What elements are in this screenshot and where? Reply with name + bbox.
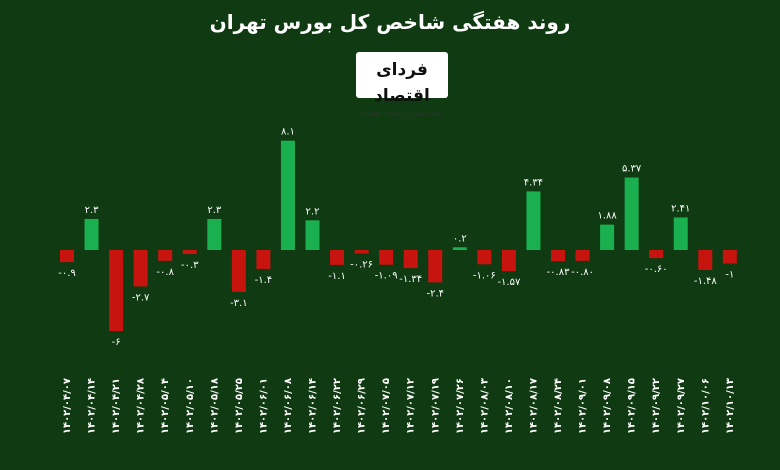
x-tick-label: ۱۴۰۲/۰۴/۱۴ [87,378,98,434]
x-tick-label: ۱۴۰۲/۱۰/۱۳ [725,378,736,434]
x-tick-label: ۱۴۰۲/۰۹/۲۷ [676,378,687,434]
bar [428,250,443,283]
bar [477,250,492,265]
bar [600,224,615,250]
x-tick-label: ۱۴۰۲/۰۶/۱۴ [308,378,319,434]
bar [403,250,418,269]
value-label: -۱.۳۴ [399,274,422,285]
x-tick-label: ۱۴۰۲/۰۵/۰۴ [160,378,171,434]
bar [354,250,369,254]
value-label: -۰.۹ [58,268,76,279]
bar [182,250,197,255]
value-label: ۲.۳ [85,205,100,216]
value-label: ۸.۱ [281,127,295,138]
x-tick-label: ۱۴۰۲/۰۷/۱۲ [406,378,417,434]
value-label: -۲.۷ [132,292,150,303]
value-label: -۰.۳ [181,260,199,271]
bar [305,220,320,250]
x-tick-label: ۱۴۰۲/۰۴/۰۷ [62,378,73,434]
x-tick-label: ۱۴۰۲/۰۸/۰۳ [479,378,490,434]
value-label: ۲.۴۱ [671,203,690,214]
x-tick-label: ۱۴۰۲/۰۷/۰۵ [381,378,392,434]
logo-tagline: رسانه تصویری روندهای اقتصادی [361,110,443,117]
x-tick-label: ۱۴۰۲/۰۵/۲۵ [234,378,245,434]
x-tick-label: ۱۴۰۲/۰۹/۰۱ [578,378,589,434]
x-tick-label: ۱۴۰۲/۰۹/۰۸ [602,378,613,434]
bar [551,250,565,262]
value-label: -۶ [112,337,121,348]
bar [452,247,467,250]
bar [698,250,713,270]
bar [330,250,345,265]
value-label: -۱.۰۶ [473,270,496,281]
x-tick-label: ۱۴۰۲/۰۶/۲۲ [332,378,343,434]
bar [109,250,124,331]
value-label: -۱.۴۸ [694,276,718,287]
chart-title: روند هفتگی شاخص کل بورس تهران [209,10,571,34]
x-tick-label: ۱۴۰۲/۰۶/۲۹ [357,378,368,434]
bar [84,218,99,250]
logo-text: فردای اقتصاد [374,60,430,106]
value-label: -۰.۸ [156,267,174,278]
x-tick-label: ۱۴۰۲/۰۷/۱۹ [430,378,441,434]
value-label: -۳.۱ [230,298,248,309]
value-label: ۱.۸۸ [597,211,617,222]
bar [501,250,516,272]
x-tick-label: ۱۴۰۲/۰۴/۲۸ [136,378,147,434]
value-label: ۰.۲ [453,233,467,244]
bar [60,250,74,263]
x-tick-label: ۱۴۰۲/۰۶/۰۱ [258,378,269,434]
value-label: ۲.۳ [207,205,222,216]
bar [379,250,394,265]
value-label: -۱ [725,270,734,281]
x-tick-label: ۱۴۰۲/۰۹/۲۲ [651,378,662,434]
x-tick-label: ۱۴۰۲/۰۵/۱۸ [209,378,220,434]
bar [280,140,295,250]
x-tick-label: ۱۴۰۲/۰۸/۱۷ [528,378,539,434]
bar [649,250,664,259]
bar [673,217,688,250]
x-tick-label: ۱۴۰۲/۰۸/۱۰ [504,378,515,434]
value-label: ۲.۲ [306,206,320,217]
x-tick-label: ۱۴۰۲/۱۰/۰۶ [700,378,711,434]
value-label: -۰.۸۰ [571,267,594,278]
x-tick-label: ۱۴۰۲/۰۸/۲۴ [553,378,564,434]
value-label: ۴.۳۴ [524,177,543,188]
bar [526,191,541,250]
value-label: -۲.۴ [426,288,444,299]
x-tick-label: ۱۴۰۲/۰۹/۱۵ [627,378,638,434]
value-label: -۰.۸۳ [547,267,571,278]
x-tick-label: ۱۴۰۲/۰۴/۲۱ [111,378,122,434]
x-tick-label: ۱۴۰۲/۰۵/۱۰ [185,378,196,434]
bar [158,250,173,261]
value-label: -۱.۱ [328,271,346,282]
value-label: -۱.۵۷ [497,277,521,288]
x-tick-label: ۱۴۰۲/۰۷/۲۶ [455,378,466,434]
value-label: ۵.۳۷ [622,164,642,175]
brand-logo: فردای اقتصاد رسانه تصویری روندهای اقتصاد… [356,52,448,117]
value-label: -۰.۲۶ [350,260,373,271]
bar [722,250,737,264]
value-label: -۱.۴ [255,275,273,286]
value-label: -۰.۶۰ [645,264,668,275]
bar [231,250,246,292]
bar [207,218,222,250]
bar [133,250,148,287]
bar [256,250,271,269]
value-label: -۱.۰۹ [375,271,398,282]
x-tick-label: ۱۴۰۲/۰۶/۰۸ [283,378,294,434]
bar [575,250,590,261]
bar [624,177,639,250]
